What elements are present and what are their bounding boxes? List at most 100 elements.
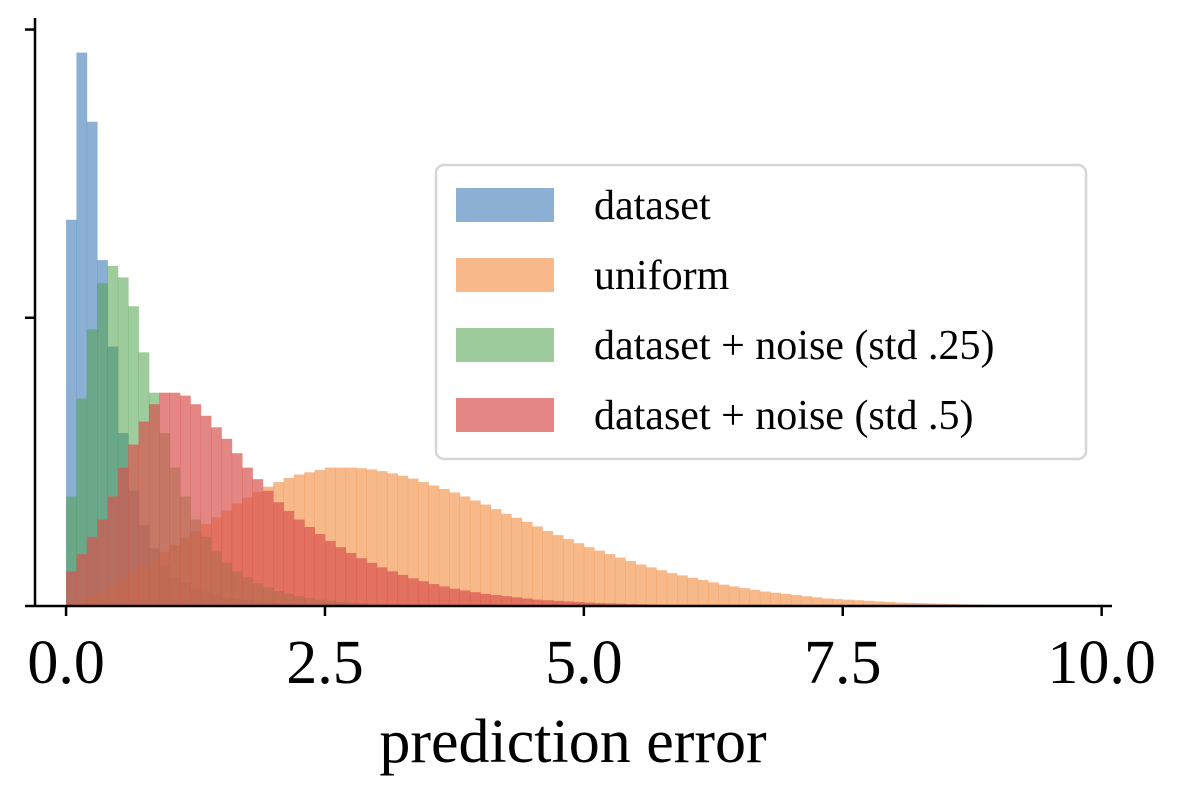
bar xyxy=(925,603,937,606)
bar xyxy=(501,513,512,606)
bar xyxy=(645,567,657,606)
bar xyxy=(625,561,637,606)
bar xyxy=(387,571,398,606)
series-3 xyxy=(66,392,709,606)
bar xyxy=(107,265,119,606)
bar xyxy=(376,471,388,606)
bar xyxy=(449,492,460,606)
bar xyxy=(117,277,129,606)
bar xyxy=(107,496,119,606)
bar xyxy=(148,404,160,606)
bar xyxy=(915,603,926,606)
bar xyxy=(884,601,895,606)
bar xyxy=(552,535,564,606)
bar xyxy=(335,467,347,606)
x-tick-label: 7.5 xyxy=(804,629,882,697)
legend-label: uniform xyxy=(594,253,730,299)
bar xyxy=(76,398,88,606)
bar xyxy=(469,592,481,606)
legend-label: dataset + noise (std .5) xyxy=(594,393,973,439)
legend-box xyxy=(434,163,1088,461)
bar xyxy=(604,603,616,606)
bar xyxy=(552,600,564,606)
bar xyxy=(190,404,202,606)
bar xyxy=(128,444,139,606)
bar xyxy=(76,554,88,606)
bar xyxy=(97,283,108,606)
bar xyxy=(511,597,523,606)
bar xyxy=(324,467,336,606)
bar xyxy=(428,485,440,606)
bar xyxy=(594,603,605,606)
bar xyxy=(356,558,367,606)
bar xyxy=(345,467,357,606)
bar xyxy=(179,395,191,606)
bar xyxy=(542,600,554,606)
bar xyxy=(242,467,253,606)
bar xyxy=(563,601,574,606)
bar xyxy=(97,519,108,606)
bar xyxy=(387,473,398,606)
bar xyxy=(86,329,98,606)
bar xyxy=(677,575,688,606)
legend-label: dataset xyxy=(594,183,711,229)
bar xyxy=(853,600,864,606)
bar xyxy=(283,510,295,606)
bar xyxy=(542,531,554,606)
bar xyxy=(842,599,854,606)
legend-swatch xyxy=(456,188,554,222)
bar xyxy=(293,519,305,606)
axes-layer: 0.0 2.5 5.0 7.5 10.0 xyxy=(25,18,1156,697)
bar xyxy=(521,598,533,606)
bar xyxy=(501,596,512,606)
bar xyxy=(117,467,129,606)
bar xyxy=(480,504,492,606)
x-tick-label: 2.5 xyxy=(286,629,364,697)
bar xyxy=(511,517,523,606)
bar xyxy=(904,602,916,606)
bar xyxy=(532,599,543,606)
bar xyxy=(314,533,326,606)
bar xyxy=(739,588,750,606)
bar xyxy=(76,52,88,606)
bar xyxy=(832,599,844,606)
bar xyxy=(86,536,98,606)
bar xyxy=(397,574,409,606)
bar xyxy=(811,597,823,606)
bar xyxy=(262,490,274,606)
bar xyxy=(418,482,429,606)
bar xyxy=(480,593,492,606)
bar xyxy=(169,392,181,606)
bar xyxy=(438,586,450,606)
bar xyxy=(345,552,357,606)
bar xyxy=(822,598,833,606)
bar xyxy=(428,584,440,606)
bar xyxy=(666,573,678,606)
bar xyxy=(335,547,347,606)
bar xyxy=(863,600,875,606)
bar xyxy=(594,550,605,606)
legend-swatch xyxy=(456,258,554,292)
bar xyxy=(252,479,264,606)
bar xyxy=(304,527,316,606)
bar xyxy=(407,578,419,606)
bar xyxy=(718,584,730,606)
x-tick-label: 0.0 xyxy=(27,629,105,697)
bar xyxy=(66,496,77,606)
bar xyxy=(221,438,233,606)
bar xyxy=(563,539,574,606)
bar xyxy=(324,540,336,606)
bar xyxy=(66,219,77,606)
bar xyxy=(614,557,626,606)
legend-label: dataset + noise (std .25) xyxy=(594,323,994,369)
bar xyxy=(708,582,719,606)
bar xyxy=(656,570,668,606)
bar xyxy=(490,509,502,606)
bar xyxy=(780,593,792,606)
bar xyxy=(376,567,388,606)
legend-swatch xyxy=(456,398,554,432)
bar xyxy=(604,554,616,606)
x-tick-label: 10.0 xyxy=(1047,629,1156,697)
bar xyxy=(894,602,906,606)
